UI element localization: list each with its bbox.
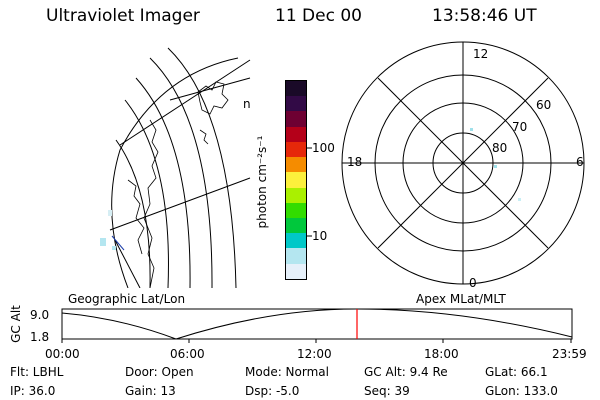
altitude-xtick-1800: 18:00	[424, 347, 459, 361]
meridian-line	[114, 239, 141, 288]
coastline	[143, 119, 159, 288]
info-ip: IP: 36.0	[10, 384, 56, 398]
info-glon: GLon: 133.0	[485, 384, 558, 398]
colorbar-segment	[286, 263, 306, 279]
colorbar-segment	[286, 141, 306, 158]
mlt-diagonal	[377, 77, 549, 249]
altitude-xtick-0000: 00:00	[45, 347, 80, 361]
colorbar-segment	[286, 202, 306, 218]
colorbar-segment	[286, 172, 306, 188]
mlt-label-18: 18	[347, 155, 363, 169]
colorbar-tick-100: 100	[312, 141, 335, 155]
globe-limb	[111, 57, 239, 288]
coastline	[127, 179, 145, 255]
meridian-line	[109, 177, 251, 231]
instrument-title: Ultraviolet Imager	[46, 6, 200, 26]
info-door: Door: Open	[125, 365, 194, 379]
colorbar-segment	[286, 96, 306, 112]
latitude-arc	[149, 57, 213, 288]
colorbar-segment	[286, 217, 306, 234]
colorbar-segment	[286, 233, 306, 249]
info-mode: Mode: Normal	[245, 365, 329, 379]
altitude-plot-frame	[61, 308, 573, 340]
mlat-label-70: 70	[512, 120, 528, 134]
geo-edge-label: n	[243, 97, 251, 111]
satellite-track	[111, 235, 125, 251]
colorbar-tick-10: 10	[312, 229, 328, 243]
intensity-colorbar	[285, 80, 307, 280]
latitude-arc	[135, 77, 191, 288]
colorbar-segment	[286, 111, 306, 127]
info-seq: Seq: 39	[364, 384, 410, 398]
altitude-curve	[61, 308, 573, 340]
colorbar-segment	[286, 81, 306, 97]
altitude-ytick-low: 1.8	[30, 330, 50, 344]
altitude-ylabel: GC Alt	[9, 305, 23, 343]
colorbar-segment	[286, 187, 306, 203]
altitude-xtick-0600: 06:00	[170, 347, 205, 361]
aurora-pixel	[108, 210, 112, 216]
latitude-arc	[124, 99, 169, 288]
mlat-label-80: 80	[492, 141, 508, 155]
info-gain: Gain: 13	[125, 384, 176, 398]
altitude-xtick-2359: 23:59	[552, 347, 587, 361]
aurora-pixel	[470, 128, 473, 131]
altitude-xtick-1200: 12:00	[297, 347, 332, 361]
aurora-pixel	[112, 246, 116, 250]
geo-panel-label: Geographic Lat/Lon	[68, 292, 186, 306]
colorbar-segment	[286, 248, 306, 264]
latitude-arc	[115, 139, 151, 288]
mlt-label-6: 6	[576, 155, 584, 169]
mlt-label-0: 0	[469, 276, 477, 290]
colorbar-segment	[286, 126, 306, 142]
meridian-line	[119, 59, 251, 146]
date-label: 11 Dec 00	[275, 6, 362, 26]
info-glat: GLat: 66.1	[485, 365, 548, 379]
mlt-label-12: 12	[473, 47, 489, 61]
info-filter: Flt: LBHL	[10, 365, 64, 379]
altitude-ytick-high: 9.0	[30, 308, 50, 322]
info-dsp: Dsp: -5.0	[245, 384, 300, 398]
coastline	[199, 129, 209, 145]
aurora-pixel	[494, 165, 497, 168]
aurora-pixel	[518, 198, 521, 201]
colorbar-segment	[286, 157, 306, 173]
coastline	[197, 81, 229, 115]
time-label: 13:58:46 UT	[432, 6, 537, 26]
aurora-pixel	[100, 238, 106, 246]
mlat-label-60: 60	[536, 98, 552, 112]
polar-panel-label: Apex MLat/MLT	[416, 292, 506, 306]
latitude-arc	[167, 47, 237, 288]
colorbar-ticks	[307, 147, 312, 237]
info-gc-alt: GC Alt: 9.4 Re	[364, 365, 448, 379]
